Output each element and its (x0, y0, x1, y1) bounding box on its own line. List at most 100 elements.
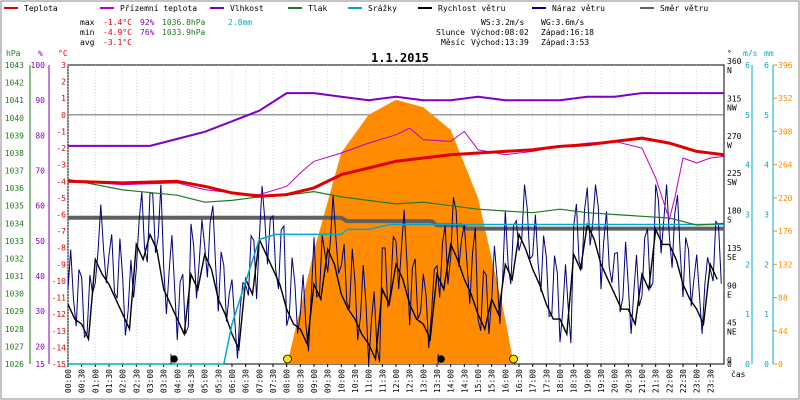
y-tick-label-temperature: 0 (61, 111, 66, 120)
legend-rychlost-vetru: Rychlost větru (438, 4, 506, 13)
y-tick-label-temperature: -1 (56, 127, 66, 136)
x-tick-label: 01:30 (105, 369, 114, 393)
y-tick-label-hpa: 1029 (5, 307, 24, 316)
y-tick-label-ms: 1 (745, 310, 750, 319)
axis-hum-label: % (38, 49, 43, 58)
sun-label: Slunce (436, 28, 465, 37)
series-precipitation (68, 223, 724, 365)
x-tick-label: 06:30 (242, 369, 251, 393)
x-tick-label: 18:00 (556, 369, 565, 393)
y-tick-label-temperature: -2 (56, 144, 66, 153)
legend-srazky: Srážky (368, 4, 397, 13)
y-tick-label-direction-name: W (727, 141, 732, 150)
x-tick-label: 15:00 (474, 369, 483, 393)
marker-layer (170, 354, 518, 364)
x-tick-label: 02:00 (119, 369, 128, 393)
y-tick-label-humidity: 60 (35, 202, 45, 211)
x-tick-label: 18:30 (570, 369, 579, 393)
y-tick-label-temperature: -4 (56, 177, 66, 186)
y-tick-label-temperature: -10 (52, 277, 67, 286)
y-tick-label-hpa: 1035 (5, 202, 24, 211)
x-tick-label: 03:00 (146, 369, 155, 393)
x-tick-label: 16:00 (501, 369, 510, 393)
legend-vlhkost: Vlhkost (230, 4, 264, 13)
y-tick-label-humidity: 70 (35, 167, 45, 176)
x-tick-label: 03:30 (160, 369, 169, 393)
y-tick-label-direction-name: N (727, 66, 732, 75)
series-humidity (68, 92, 724, 147)
x-tick-label: 17:30 (542, 369, 551, 393)
series-temperature (67, 136, 725, 198)
y-tick-label-temperature: -5 (56, 194, 66, 203)
y-tick-label-mm: 1 (764, 310, 769, 319)
sun-rise: Východ:08:02 (471, 28, 529, 37)
x-tick-label: 01:00 (91, 369, 100, 393)
x-tick-label: 02:30 (132, 369, 141, 393)
stats-block: max -1.4°C 92% 1036.8hPa 2.8mm min -4.9°… (80, 18, 252, 47)
x-tick-label: 16:30 (515, 369, 524, 393)
x-tick-label: 21:30 (652, 369, 661, 393)
x-tick-label: 19:00 (583, 369, 592, 393)
y-tick-label-sunshine: 176 (778, 227, 793, 236)
x-tick-label: 22:00 (665, 369, 674, 393)
x-tick-label: 10:00 (337, 369, 346, 393)
y-tick-label-humidity: 20 (35, 342, 45, 351)
x-tick-label: 11:30 (378, 369, 387, 393)
x-tick-label: 17:00 (529, 369, 538, 393)
x-tick-label: 13:30 (433, 369, 442, 393)
y-tick-label-temperature: -11 (52, 294, 67, 303)
y-tick-label-ms: 2 (745, 260, 750, 269)
y-tick-label-temperature: -15 (52, 360, 67, 369)
y-tick-label-ms: 3 (745, 211, 750, 220)
y-tick-label-direction: 270 (727, 132, 742, 141)
legend-prizemni-teplota: Přízemní teplota (120, 4, 197, 13)
y-tick-label-mm: 4 (764, 161, 769, 170)
x-tick-label: 11:00 (365, 369, 374, 393)
x-tick-label: 21:00 (638, 369, 647, 393)
legend-naraz-vetru: Náraz větru (552, 4, 605, 13)
x-tick-label: 04:00 (173, 369, 182, 393)
series-wind-gust (67, 184, 722, 365)
y-tick-label-direction: 45 (727, 319, 737, 328)
x-tick-label: 08:00 (283, 369, 292, 393)
y-tick-label-temperature: -14 (52, 343, 67, 352)
y-tick-label-direction: 135 (727, 244, 742, 253)
x-tick-label: 13:00 (419, 369, 428, 393)
stat-min-temp: -4.9°C (103, 28, 132, 37)
axis-hpa-label: hPa (6, 49, 21, 58)
y-tick-label-direction: 315 (727, 94, 742, 103)
chart-title: 1.1.2015 (371, 51, 429, 65)
x-tick-label: 23:00 (693, 369, 702, 393)
y-tick-label-mm: 3 (764, 211, 769, 220)
series-wind-speed (67, 222, 718, 362)
moon-rise: Východ:13:39 (471, 38, 529, 47)
series-sun-path (287, 239, 514, 365)
y-tick-label-temperature: -13 (52, 327, 67, 336)
y-tick-label-ms: 5 (745, 111, 750, 120)
sunrise-marker (283, 354, 292, 364)
y-tick-label-hpa: 1028 (5, 325, 24, 334)
y-tick-label-direction-name: NE (727, 328, 737, 337)
y-tick-label-direction: 180 (727, 207, 742, 216)
y-tick-label-sunshine: 352 (778, 94, 793, 103)
axis-ms-label: m/s (743, 49, 758, 58)
x-tick-label: 04:30 (187, 369, 196, 393)
axis-mm-label: mm (764, 49, 774, 58)
stat-avg-temp: -3.1°C (103, 38, 132, 47)
x-tick-label: 06:00 (228, 369, 237, 393)
y-tick-label-direction-name: SW (727, 178, 737, 187)
y-tick-label-mm: 2 (764, 260, 769, 269)
x-tick-label: 20:30 (624, 369, 633, 393)
sun-set: Západ:16:18 (541, 28, 594, 37)
y-tick-label-hpa: 1027 (5, 342, 24, 351)
y-tick-label-hpa: 1041 (5, 96, 24, 105)
y-tick-label-ms: 4 (745, 161, 750, 170)
x-tick-label: 22:30 (679, 369, 688, 393)
x-tick-label: 20:00 (611, 369, 620, 393)
y-tick-label-humidity: 90 (35, 96, 45, 105)
axis-dir-label: ° (727, 49, 732, 58)
y-tick-label-temperature: -9 (56, 260, 66, 269)
x-tick-label: 08:30 (296, 369, 305, 393)
stat-max-hum: 92% (140, 18, 155, 27)
